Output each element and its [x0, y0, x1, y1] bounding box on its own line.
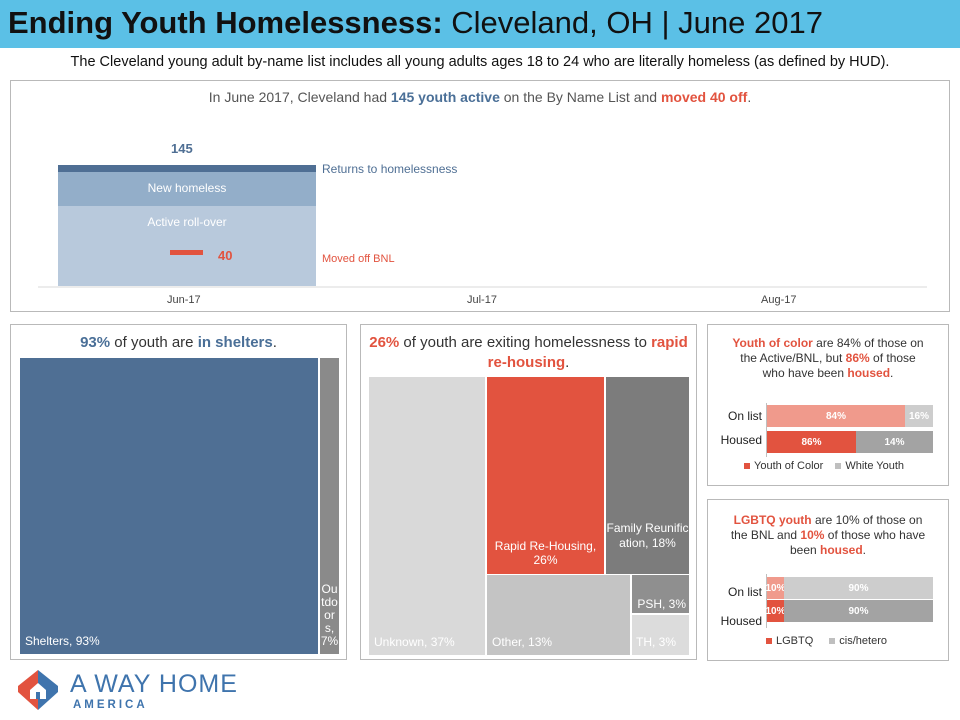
treemap-th: TH, 3% — [632, 615, 689, 655]
treemap-psh: PSH, 3% — [632, 575, 689, 613]
new-homeless-label: New homeless — [147, 181, 227, 195]
bnl-chart-panel: In June 2017, Cleveland had 145 youth ac… — [10, 80, 950, 312]
lgbtq-title-c: 10% — [800, 528, 825, 542]
header-bar: Ending Youth Homelessness: Cleveland, OH… — [0, 0, 960, 48]
bnl-title-active: 145 youth active — [390, 89, 500, 105]
lgbtq-title-b: are 10% of those on the BNL and — [730, 513, 923, 542]
bar-active-rollover — [58, 206, 316, 286]
yoc-legend-label-white: White Youth — [845, 460, 905, 472]
family-label: Family Reunification, 18% — [606, 521, 689, 550]
yoc-legend-swatch-color — [744, 463, 750, 469]
treemap-other: Other, 13% — [487, 575, 630, 655]
lgbtq-title-f: . — [862, 543, 867, 557]
shelters-label: Shelters, 93% — [25, 634, 100, 648]
lgbtq-row-housed: Housed — [720, 614, 762, 628]
shelter-title-end: . — [272, 334, 277, 351]
yoc-title-d: of those who have been — [762, 351, 916, 380]
yoc-title-b: are 84% of those on the Active/BNL, but — [740, 336, 924, 365]
moved-value-label: 40 — [218, 248, 233, 263]
yoc-row-onlist: On list — [727, 409, 762, 423]
intro-text: The Cleveland young adult by-name list i… — [70, 54, 890, 70]
lgbtq-housed-cis-bar: 90% — [784, 600, 933, 622]
exit-destination-panel: 26% of youth are exiting homelessness to… — [360, 324, 697, 660]
bnl-title-pre: In June 2017, Cleveland had — [208, 89, 391, 105]
lgbtq-housed-lgbtq-bar: 10% — [766, 600, 786, 622]
lgbtq-row-onlist: On list — [727, 585, 762, 599]
lgbtq-title-d: of those who have been — [789, 528, 926, 557]
yoc-onlist-white-bar: 16% — [905, 405, 933, 427]
treemap-outdoors: Outdoors, 7% — [320, 358, 339, 654]
lgbtq-legend-swatch-lgbtq — [766, 638, 772, 644]
exit-title-mid: of youth are exiting homelessness to — [399, 334, 652, 351]
exit-title: 26% of youth are exiting homelessness to… — [361, 333, 696, 373]
exit-title-pct: 26% — [369, 334, 400, 351]
bar-returns — [58, 165, 316, 172]
exit-title-rrh: rapid re-housing — [487, 334, 688, 371]
bar-new-homeless — [58, 172, 316, 206]
title-rest: Cleveland, OH | June 2017 — [442, 5, 823, 40]
shelter-panel: 93% of youth are in shelters. Shelters, … — [10, 324, 347, 660]
moved-off-marker — [170, 250, 203, 255]
logo-sub: AMERICA — [73, 699, 148, 711]
lgbtq-onlist-lgbtq-bar: 10% — [766, 577, 786, 599]
house-heart-icon — [18, 670, 58, 710]
yoc-axis-line — [766, 403, 767, 457]
lgbtq-title-e: housed — [820, 543, 863, 557]
th-label: TH, 3% — [636, 635, 677, 649]
treemap-unknown: Unknown, 37% — [369, 377, 485, 655]
moved-legend: Moved off BNL — [322, 253, 395, 265]
rrh-label: Rapid Re-Housing, 26% — [494, 539, 597, 567]
rollover-label: Active roll-over — [147, 215, 227, 229]
bnl-chart-svg — [38, 165, 927, 288]
bnl-chart-title: In June 2017, Cleveland had 145 youth ac… — [11, 89, 949, 105]
yoc-title-f: . — [890, 366, 894, 380]
title-bold: Ending Youth Homelessness: — [8, 5, 443, 40]
bnl-title-moved: moved 40 off — [660, 89, 748, 105]
bnl-title-mid: on the By Name List and — [499, 89, 661, 105]
youth-of-color-panel: Youth of color are 84% of those on the A… — [707, 324, 949, 486]
lgbtq-panel: LGBTQ youth are 10% of those on the BNL … — [707, 499, 949, 661]
logo-name: A WAY HOME — [70, 670, 238, 698]
bnl-title-end: . — [747, 89, 752, 105]
other-label: Other, 13% — [492, 635, 553, 649]
shelter-title-mid: of youth are — [110, 334, 198, 351]
lgbtq-title-a: LGBTQ youth — [733, 513, 812, 527]
x-tick-jul: Jul-17 — [467, 294, 497, 306]
lgbtq-legend-label-cis: cis/hetero — [839, 635, 887, 647]
treemap-shelters: Shelters, 93% — [20, 358, 318, 654]
treemap-family-reunification: Family Reunification, 18% — [606, 377, 689, 574]
yoc-legend-swatch-white — [835, 463, 842, 469]
lgbtq-legend-label-lgbtq: LGBTQ — [776, 635, 814, 647]
lgbtq-title: LGBTQ youth are 10% of those on the BNL … — [708, 513, 948, 558]
shelter-title-where: in shelters — [197, 334, 273, 351]
yoc-title-e: housed — [847, 366, 891, 380]
treemap-rapid-rehousing: Rapid Re-Housing, 26% — [487, 377, 604, 574]
yoc-row-housed: Housed — [720, 433, 762, 447]
x-tick-aug: Aug-17 — [761, 294, 797, 306]
page-title: Ending Youth Homelessness: Cleveland, OH… — [8, 5, 823, 41]
shelter-title-pct: 93% — [80, 334, 111, 351]
lgbtq-axis-line — [766, 574, 767, 628]
x-tick-jun: Jun-17 — [167, 294, 201, 306]
yoc-legend: Youth of Color White Youth — [744, 460, 904, 472]
lgbtq-legend: LGBTQ cis/hetero — [766, 635, 887, 647]
unknown-label: Unknown, 37% — [374, 635, 455, 649]
yoc-housed-white-bar: 14% — [856, 431, 933, 453]
total-value-label: 145 — [171, 141, 193, 156]
lgbtq-onlist-cis-bar: 90% — [784, 577, 933, 599]
lgbtq-legend-swatch-cis — [829, 638, 836, 644]
yoc-title: Youth of color are 84% of those on the A… — [708, 336, 948, 381]
yoc-legend-label-color: Youth of Color — [754, 460, 824, 472]
exit-title-end: . — [565, 354, 570, 371]
shelter-title: 93% of youth are in shelters. — [11, 334, 346, 351]
returns-legend: Returns to homelessness — [322, 162, 458, 176]
outdoors-label: Outdoors, 7% — [320, 582, 339, 648]
yoc-title-a: Youth of color — [732, 336, 813, 350]
yoc-housed-color-bar: 86% — [767, 431, 856, 453]
yoc-title-c: 86% — [845, 351, 870, 365]
a-way-home-logo: A WAY HOME AMERICA — [14, 666, 244, 716]
psh-label: PSH, 3% — [637, 597, 686, 611]
yoc-onlist-color-bar: 84% — [767, 405, 905, 427]
